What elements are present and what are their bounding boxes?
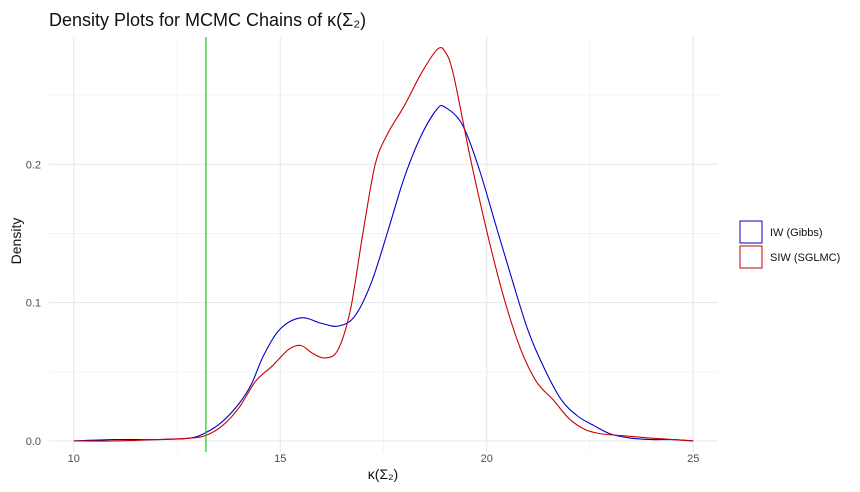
x-tick-label: 15 xyxy=(274,453,286,465)
series-line-siw-sglmc xyxy=(73,46,694,442)
y-axis-ticks: 0.0 0.1 0.2 xyxy=(26,159,41,448)
legend-key xyxy=(739,245,763,269)
x-axis-ticks: 10 15 20 25 xyxy=(68,453,700,465)
series-line-iw-gibbs xyxy=(73,104,694,442)
major-gridlines xyxy=(49,37,718,452)
series-layer xyxy=(73,46,694,442)
x-tick-label: 20 xyxy=(481,453,493,465)
x-axis-title: κ(Σ₂) xyxy=(368,466,398,482)
y-tick-label: 0.2 xyxy=(26,159,41,171)
y-tick-label: 0.1 xyxy=(26,298,41,310)
legend: IW (Gibbs) SIW (SGLMC) xyxy=(739,220,840,269)
legend-label: SIW (SGLMC) xyxy=(770,252,840,264)
y-tick-label: 0.0 xyxy=(26,436,41,448)
minor-gridlines xyxy=(49,37,718,452)
legend-label: IW (Gibbs) xyxy=(770,227,823,239)
chart-title: Density Plots for MCMC Chains of κ(Σ₂) xyxy=(49,10,366,30)
legend-key xyxy=(739,220,763,244)
y-axis-title: Density xyxy=(8,218,24,265)
x-tick-label: 25 xyxy=(687,453,699,465)
x-tick-label: 10 xyxy=(68,453,80,465)
